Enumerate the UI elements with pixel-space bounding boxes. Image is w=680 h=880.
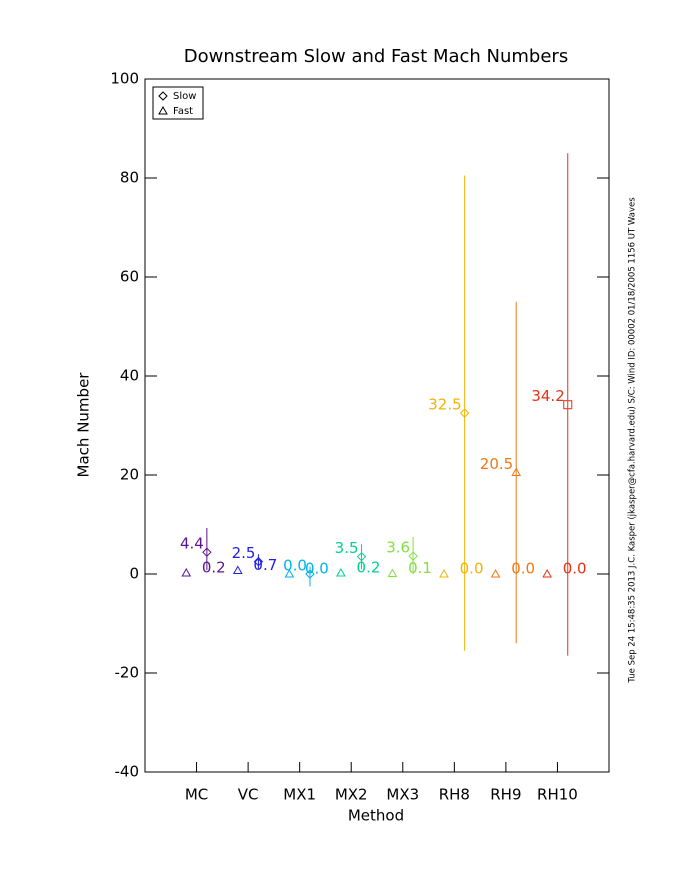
fast-marker <box>284 568 295 578</box>
fast-marker <box>542 568 552 578</box>
y-tick-label: 100 <box>110 70 139 88</box>
slow-value-label: 32.5 <box>428 396 461 414</box>
fast-marker <box>336 568 346 577</box>
plot-frame <box>144 78 610 773</box>
fast-marker <box>387 568 398 578</box>
side-note: Tue Sep 24 15:48:35 2013 J.C. Kasper (jk… <box>628 197 638 684</box>
x-tick-label: MX3 <box>386 786 419 804</box>
slow-value-label: 0.0 <box>283 557 307 575</box>
fast-value-label: 0.1 <box>408 559 432 577</box>
fast-marker <box>232 565 243 575</box>
slow-value-label: 20.5 <box>480 455 513 473</box>
x-tick-label: RH9 <box>490 786 521 804</box>
x-tick-label: MX2 <box>335 786 368 804</box>
fast-marker <box>490 568 501 578</box>
fast-value-label: 0.0 <box>511 560 535 578</box>
x-tick-label: VC <box>238 786 259 804</box>
y-tick-label: 20 <box>120 466 139 484</box>
fast-value-label: 0.0 <box>563 560 587 578</box>
slow-marker <box>253 556 264 567</box>
slow-marker <box>202 547 212 557</box>
slow-marker <box>511 467 522 477</box>
legend-label: Fast <box>173 106 193 117</box>
slow-marker <box>563 400 573 410</box>
legend-box <box>152 86 204 120</box>
legend-symbol <box>158 105 168 115</box>
slow-value-label: 2.5 <box>232 544 256 562</box>
slow-marker <box>459 408 470 418</box>
fast-value-label: 0.0 <box>460 560 484 578</box>
x-tick-label: RH8 <box>439 786 470 804</box>
y-tick-label: -40 <box>115 763 140 781</box>
y-axis-label: Mach Number <box>75 372 93 478</box>
slow-marker <box>408 551 418 561</box>
legend-label: Slow <box>173 91 196 102</box>
fast-value-label: 0.2 <box>357 559 381 577</box>
fast-value-label: 0.7 <box>253 556 277 574</box>
legend-symbol <box>158 91 168 101</box>
x-tick-label: MC <box>185 786 208 804</box>
y-tick-label: -20 <box>115 664 140 682</box>
chart-title: Downstream Slow and Fast Mach Numbers <box>184 46 568 67</box>
y-tick-label: 80 <box>120 169 139 187</box>
slow-value-label: 4.4 <box>180 535 204 553</box>
slow-value-label: 34.2 <box>531 387 564 405</box>
fast-value-label: 0.0 <box>305 560 329 578</box>
slow-value-label: 3.5 <box>335 539 359 557</box>
fast-marker <box>181 568 192 577</box>
slow-marker <box>305 569 315 579</box>
x-tick-label: MX1 <box>283 786 316 804</box>
slow-value-label: 3.6 <box>386 539 410 557</box>
fast-value-label: 0.2 <box>202 559 226 577</box>
fast-marker <box>439 568 449 578</box>
y-tick-label: 40 <box>120 367 139 385</box>
y-tick-label: 0 <box>129 565 139 583</box>
slow-marker <box>356 551 367 562</box>
y-tick-label: 60 <box>120 268 139 286</box>
x-tick-label: RH10 <box>537 786 578 804</box>
x-axis-label: Method <box>348 807 404 825</box>
